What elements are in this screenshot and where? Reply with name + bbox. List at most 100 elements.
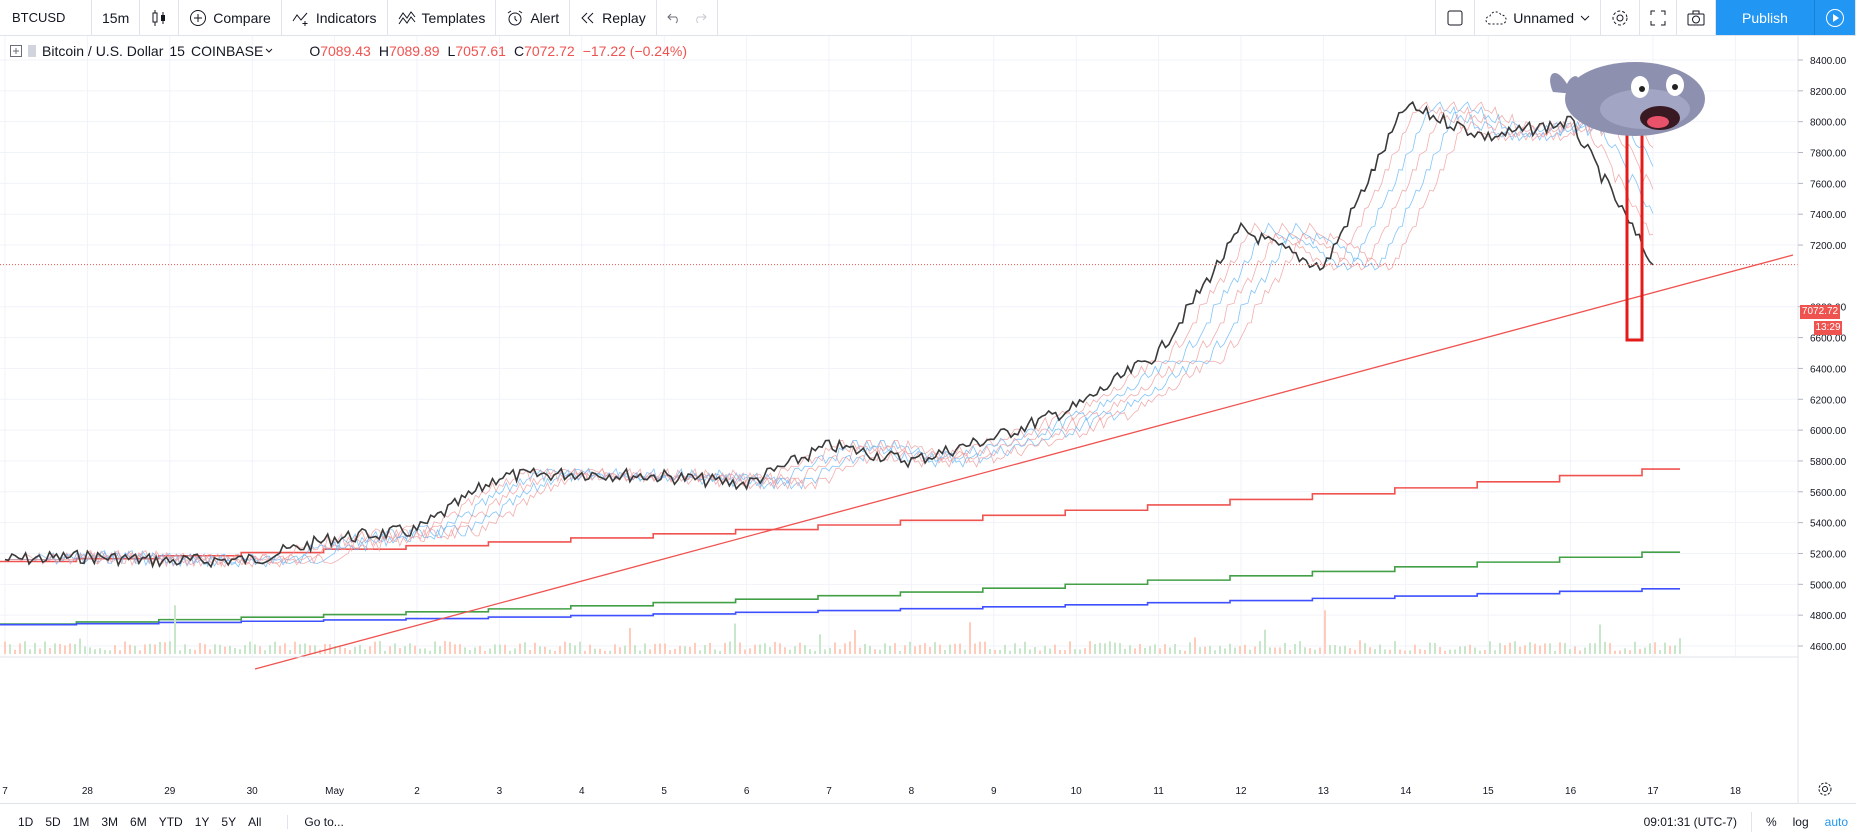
range-button-1d[interactable]: 1D <box>18 815 34 829</box>
volume-bar <box>134 645 136 654</box>
fullscreen-button[interactable] <box>1640 0 1677 35</box>
alert-button[interactable]: Alert <box>496 0 571 35</box>
compare-button[interactable]: Compare <box>179 0 282 35</box>
volume-bar <box>929 646 931 654</box>
volume-bar <box>479 645 481 654</box>
volume-bar <box>584 650 586 654</box>
expand-icon[interactable] <box>10 45 22 57</box>
volume-bar <box>204 644 206 654</box>
volume-bar <box>1159 648 1161 654</box>
volume-bar <box>1479 650 1481 654</box>
volume-bar <box>1419 649 1421 654</box>
range-button-5y[interactable]: 5Y <box>221 815 237 829</box>
volume-bar <box>454 644 456 654</box>
volume-bar <box>89 647 91 654</box>
layout-name-button[interactable]: Unnamed <box>1475 0 1601 35</box>
volume-bar <box>164 642 166 654</box>
chart-settings-button[interactable] <box>1817 781 1833 802</box>
volume-bar <box>869 645 871 654</box>
range-button-5d[interactable]: 5D <box>45 815 61 829</box>
volume-bar <box>1094 644 1096 654</box>
interval-button[interactable]: 15m <box>92 0 141 35</box>
series-legend: Bitcoin / U.S. Dollar 15 COINBASE O 7089.… <box>10 43 687 59</box>
gear-icon <box>1611 9 1629 27</box>
volume-bar <box>84 646 86 654</box>
price-chart[interactable]: 8400.00 8200.00 8000.00 7800.00 7600.00 7400.… <box>0 36 1856 803</box>
auto-toggle[interactable]: auto <box>1824 815 1848 829</box>
volume-bar <box>1364 643 1366 654</box>
volume-bar <box>974 643 976 654</box>
clock-label[interactable]: 09:01:31 (UTC-7) <box>1643 815 1737 829</box>
time-tick-label: 7 <box>826 786 832 797</box>
volume-bar <box>9 644 11 654</box>
volume-bar <box>499 644 501 654</box>
layout-toggle-button[interactable] <box>1435 0 1476 35</box>
volume-bar <box>879 649 881 654</box>
volume-bar <box>824 649 826 654</box>
time-tick-label: 8 <box>909 786 915 797</box>
volume-bar <box>639 650 641 654</box>
volume-bar <box>224 646 226 654</box>
range-button-ytd[interactable]: YTD <box>158 815 183 829</box>
templates-icon <box>398 9 416 27</box>
volume-bar <box>1399 649 1401 654</box>
toolbar-right-group: Unnamed Publish <box>1435 0 1856 35</box>
replay-button[interactable]: Replay <box>570 0 657 35</box>
time-tick-label: 17 <box>1647 786 1659 797</box>
percent-toggle[interactable]: % <box>1765 815 1777 829</box>
range-button-1y[interactable]: 1Y <box>194 815 210 829</box>
undo-icon[interactable] <box>667 12 681 24</box>
chart-type-button[interactable] <box>140 0 180 35</box>
time-tick-label: 30 <box>247 786 259 797</box>
replay-label: Replay <box>602 9 646 26</box>
rewind-icon <box>580 11 596 25</box>
templates-button[interactable]: Templates <box>388 0 497 35</box>
volume-bar <box>859 647 861 654</box>
volume-bar <box>1544 643 1546 654</box>
volume-bar <box>1299 641 1301 654</box>
date-range-group: 1D 5D 1M 3M 6M YTD 1Y 5Y All <box>12 815 267 829</box>
chevron-down-icon[interactable] <box>265 48 273 54</box>
volume-bar <box>1469 644 1471 654</box>
legend-exchange[interactable]: COINBASE <box>190 43 264 59</box>
price-tick-label: 6000.00 <box>1810 426 1847 437</box>
volume-bar <box>1319 647 1321 654</box>
range-button-3m[interactable]: 3M <box>101 815 119 829</box>
range-button-1m[interactable]: 1M <box>72 815 90 829</box>
volume-bar <box>1464 646 1466 654</box>
volume-bar <box>994 649 996 654</box>
symbol-search-button[interactable]: BTCUSD <box>0 0 92 35</box>
log-toggle[interactable]: log <box>1792 815 1809 829</box>
publish-dropdown-button[interactable] <box>1814 0 1856 35</box>
volume-bar <box>264 650 266 654</box>
snapshot-button[interactable] <box>1677 0 1716 35</box>
volume-bar <box>1284 642 1286 654</box>
volume-bar <box>249 641 251 654</box>
redo-icon[interactable] <box>693 12 707 24</box>
volume-bar <box>1409 650 1411 654</box>
volume-bar <box>119 650 121 654</box>
volume-bar <box>1334 645 1336 654</box>
goto-button[interactable]: Go to... <box>287 815 344 829</box>
time-tick-label: 15 <box>1483 786 1495 797</box>
play-circle-icon <box>1825 8 1845 28</box>
volume-bar <box>739 642 741 654</box>
visibility-icon[interactable] <box>28 45 36 57</box>
volume-bar <box>1379 644 1381 654</box>
volume-bar <box>39 648 41 654</box>
volume-bar <box>549 649 551 654</box>
price-tick-label: 5000.00 <box>1810 580 1847 591</box>
volume-bar <box>939 644 941 654</box>
volume-bar <box>129 644 131 654</box>
publish-button[interactable]: Publish <box>1716 0 1814 35</box>
settings-button[interactable] <box>1601 0 1640 35</box>
green-step-line <box>0 551 1680 625</box>
indicators-button[interactable]: Indicators <box>282 0 388 35</box>
volume-bar <box>1259 641 1261 654</box>
volume-bar <box>209 649 211 654</box>
volume-bar <box>434 641 436 654</box>
volume-bar <box>1594 643 1596 654</box>
volume-bar <box>1574 646 1576 654</box>
range-button-6m[interactable]: 6M <box>130 815 147 829</box>
range-button-all[interactable]: All <box>248 815 262 829</box>
